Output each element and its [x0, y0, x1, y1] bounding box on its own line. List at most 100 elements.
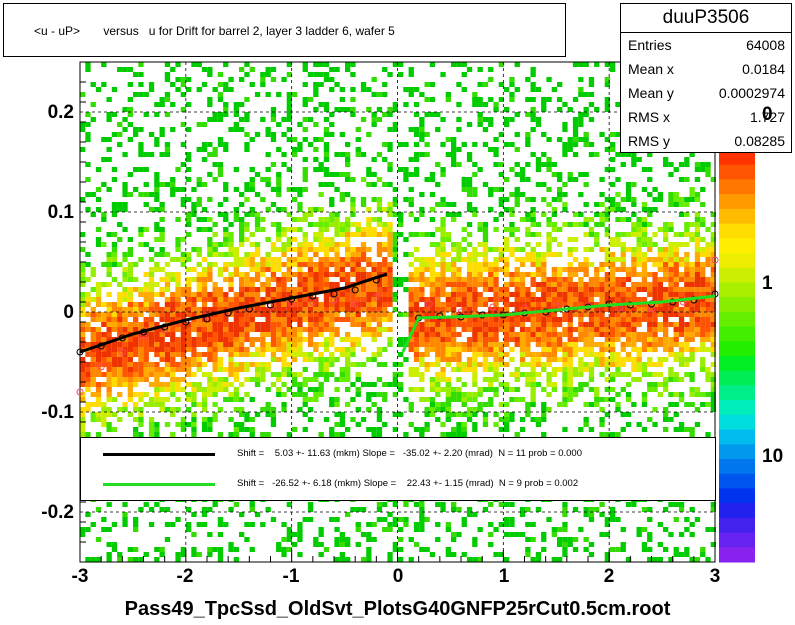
heatmap-cell — [297, 257, 303, 262]
heatmap-cell — [254, 312, 261, 317]
heatmap-cell — [668, 277, 674, 282]
heatmap-cell — [223, 327, 229, 332]
heatmap-cell — [636, 312, 642, 317]
heatmap-cell — [80, 407, 86, 412]
heatmap-cell — [223, 112, 229, 117]
heatmap-cell — [249, 212, 255, 217]
heatmap-cell — [668, 312, 674, 317]
heatmap-cell — [578, 282, 584, 287]
heatmap-cell — [583, 337, 589, 342]
heatmap-cell — [610, 67, 616, 72]
heatmap-cell — [530, 322, 536, 327]
heatmap-cell — [472, 357, 478, 362]
heatmap-cell — [440, 242, 446, 247]
heatmap-cell — [191, 187, 197, 192]
heatmap-cell — [541, 417, 547, 422]
heatmap-cell — [498, 297, 504, 302]
heatmap-cell — [366, 427, 372, 432]
heatmap-cell — [578, 87, 584, 92]
heatmap-cell — [535, 317, 542, 322]
heatmap-cell — [260, 332, 266, 337]
heatmap-cell — [360, 332, 367, 337]
heatmap-cell — [419, 387, 425, 392]
heatmap-cell — [286, 102, 292, 107]
heatmap-cell — [223, 242, 229, 247]
heatmap-cell — [472, 337, 478, 342]
heatmap-cell — [244, 252, 250, 257]
heatmap-cell — [694, 162, 701, 167]
heatmap-cell — [265, 257, 271, 262]
heatmap-cell — [387, 227, 393, 232]
heatmap-cell — [111, 112, 118, 117]
heatmap-cell — [228, 362, 234, 367]
heatmap-cell — [610, 182, 616, 187]
heatmap-cell — [164, 507, 171, 512]
heatmap-cell — [329, 517, 335, 522]
heatmap-cell — [201, 217, 208, 222]
heatmap-cell — [583, 297, 589, 302]
heatmap-cell — [382, 422, 388, 427]
heatmap-cell — [201, 407, 208, 412]
heatmap-cell — [641, 222, 648, 227]
heatmap-cell — [180, 367, 186, 372]
heatmap-cell — [578, 287, 584, 292]
heatmap-cell — [525, 162, 531, 167]
heatmap-cell — [419, 207, 425, 212]
heatmap-cell — [318, 527, 324, 532]
heatmap-cell — [488, 377, 494, 382]
heatmap-cell — [164, 317, 171, 322]
heatmap-cell — [313, 287, 319, 292]
heatmap-cell — [159, 247, 165, 252]
heatmap-cell — [514, 87, 520, 92]
heatmap-cell — [546, 292, 552, 297]
heatmap-cell — [530, 332, 536, 337]
heatmap-cell — [223, 397, 229, 402]
heatmap-cell — [318, 382, 324, 387]
heatmap-cell — [244, 237, 250, 242]
heatmap-cell — [159, 397, 165, 402]
heatmap-cell — [292, 307, 298, 312]
heatmap-cell — [546, 362, 552, 367]
heatmap-cell — [302, 517, 308, 522]
heatmap-cell — [186, 297, 192, 302]
heatmap-cell — [148, 382, 155, 387]
heatmap-cell — [318, 62, 324, 67]
heatmap-cell — [604, 97, 610, 102]
heatmap-cell — [604, 347, 610, 352]
heatmap-cell — [424, 337, 430, 342]
heatmap-cell — [551, 337, 557, 342]
heatmap-cell — [567, 272, 573, 277]
heatmap-cell — [228, 242, 234, 247]
heatmap-cell — [207, 552, 213, 557]
heatmap-cell — [482, 277, 489, 282]
heatmap-cell — [148, 82, 155, 87]
heatmap-cell — [594, 282, 600, 287]
heatmap-cell — [488, 402, 494, 407]
heatmap-cell — [509, 82, 515, 87]
heatmap-cell — [482, 347, 489, 352]
heatmap-cell — [652, 407, 658, 412]
heatmap-cell — [541, 97, 547, 102]
heatmap-cell — [297, 332, 303, 337]
heatmap-cell — [164, 422, 171, 427]
heatmap-cell — [339, 542, 345, 547]
heatmap-cell — [657, 357, 663, 362]
heatmap-cell — [429, 267, 436, 272]
heatmap-cell — [684, 212, 690, 217]
heatmap-cell — [212, 402, 218, 407]
heatmap-cell — [95, 207, 102, 212]
heatmap-cell — [668, 307, 674, 312]
heatmap-cell — [217, 142, 224, 147]
heatmap-cell — [657, 257, 663, 262]
heatmap-cell — [387, 337, 393, 342]
heatmap-cell — [488, 382, 494, 387]
heatmap-cell — [334, 282, 340, 287]
heatmap-cell — [233, 392, 239, 397]
heatmap-cell — [684, 402, 690, 407]
heatmap-cell — [440, 172, 446, 177]
heatmap-cell — [604, 432, 610, 437]
heatmap-cell — [604, 62, 610, 67]
heatmap-cell — [239, 292, 245, 297]
heatmap-cell — [80, 262, 86, 267]
heatmap-cell — [334, 302, 340, 307]
